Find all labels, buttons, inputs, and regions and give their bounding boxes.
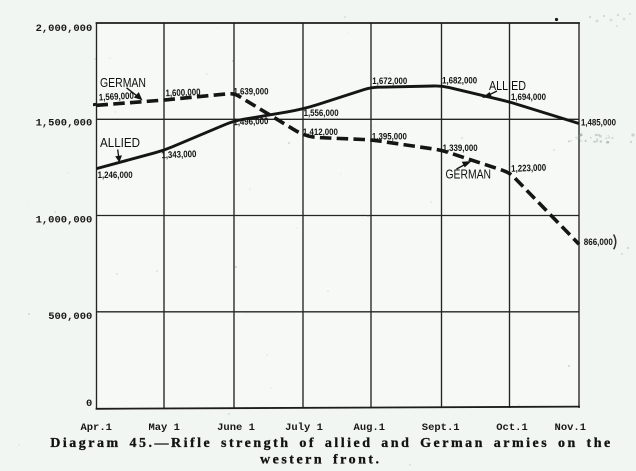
svg-text:1,639,000: 1,639,000 [234,86,269,97]
svg-text:500,000: 500,000 [48,311,92,323]
svg-text:0: 0 [86,398,92,410]
svg-text:1,000,000: 1,000,000 [36,215,93,227]
svg-text:1,682,000: 1,682,000 [442,75,477,86]
svg-text:Oct.1: Oct.1 [496,422,528,434]
svg-text:1,343,000: 1,343,000 [161,149,196,161]
svg-text:July 1: July 1 [285,422,323,434]
svg-text:1,412,000: 1,412,000 [303,127,338,138]
svg-text:1,485,000: 1,485,000 [581,118,616,129]
svg-text:1,496,000: 1,496,000 [233,116,268,128]
svg-text:1,246,000: 1,246,000 [98,170,133,181]
svg-text:Nov.1: Nov.1 [555,422,587,434]
svg-text:May 1: May 1 [148,422,180,434]
svg-text:1,672,000: 1,672,000 [372,76,407,87]
svg-text:1,600,000: 1,600,000 [165,87,200,99]
svg-text:GERMAN: GERMAN [446,168,492,182]
svg-text:1,339,000: 1,339,000 [443,143,478,154]
svg-text:1,223,000: 1,223,000 [511,163,546,175]
svg-text:1,569,000: 1,569,000 [99,91,135,104]
svg-text:ALLIED: ALLIED [489,79,526,93]
svg-text:western front.: western front. [260,453,382,468]
svg-text:1,694,000: 1,694,000 [511,92,546,103]
svg-text:Apr.1: Apr.1 [80,422,112,434]
svg-text:June 1: June 1 [217,422,255,434]
svg-text:Aug.1: Aug.1 [354,422,386,434]
svg-text:ALLIED: ALLIED [100,136,140,150]
svg-text:1,395,000: 1,395,000 [372,132,407,143]
svg-text:1,556,000: 1,556,000 [304,108,339,119]
svg-text:Sept.1: Sept.1 [422,422,460,434]
svg-text:1,500,000: 1,500,000 [36,118,93,130]
svg-text:Diagram 45.—Rifle strength of: Diagram 45.—Rifle strength of allied and… [50,436,612,451]
svg-text:2,000,000: 2,000,000 [36,23,93,35]
svg-text:GERMAN: GERMAN [100,76,146,90]
svg-text:866,000: 866,000 [584,237,613,248]
